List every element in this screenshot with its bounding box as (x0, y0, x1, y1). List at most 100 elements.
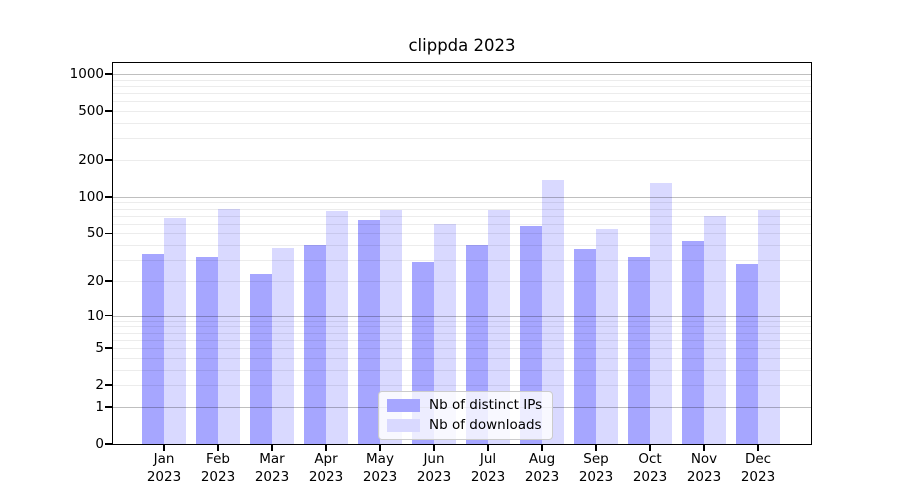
x-tick-label: Apr 2023 (308, 451, 344, 485)
gridline-minor (113, 79, 811, 81)
legend-item-distinct-ips: Nb of distinct IPs (387, 397, 542, 413)
y-tick-mark (105, 196, 112, 198)
x-tick-label: Mar 2023 (254, 451, 290, 485)
bar-downloads-jan-2023 (164, 218, 186, 444)
gridline-minor (113, 93, 811, 95)
gridline-minor (113, 245, 811, 247)
legend-swatch-distinct-ips (387, 398, 420, 412)
gridline-minor (113, 86, 811, 87)
x-tick-label: Feb 2023 (200, 451, 236, 485)
gridline-minor (113, 223, 811, 225)
x-tick-mark (271, 445, 273, 451)
x-tick-mark (433, 445, 435, 451)
bar-distinct-ips-apr-2023 (304, 245, 326, 444)
y-tick-label: 200 (78, 152, 104, 169)
gridline-minor (113, 138, 811, 140)
x-tick-mark (379, 445, 381, 451)
gridline-minor (113, 385, 811, 387)
y-tick-label: 500 (78, 103, 104, 120)
x-tick-mark (757, 445, 759, 451)
bar-downloads-nov-2023 (704, 215, 726, 444)
x-tick-mark (325, 445, 327, 451)
grid-layer (113, 63, 811, 444)
y-tick-mark (105, 314, 112, 317)
bar-downloads-jun-2023 (434, 223, 456, 444)
x-tick-mark (649, 445, 651, 451)
bar-distinct-ips-may-2023 (358, 219, 380, 444)
bar-downloads-may-2023 (380, 210, 402, 444)
gridline-minor (113, 339, 811, 341)
x-tick-mark (595, 445, 597, 451)
y-tick-mark (105, 280, 112, 282)
gridline-minor (113, 111, 811, 113)
bar-downloads-dec-2023 (758, 210, 780, 444)
x-tick-mark (703, 445, 705, 451)
y-tick-label: 5 (95, 340, 104, 357)
gridline-minor (113, 202, 811, 204)
gridline-minor (113, 101, 811, 103)
y-tick-mark (105, 110, 112, 112)
gridline-minor (113, 326, 811, 328)
gridline-minor (113, 357, 811, 359)
bar-distinct-ips-feb-2023 (196, 256, 218, 444)
y-tick-mark (105, 384, 112, 386)
gridline-minor (113, 280, 811, 282)
x-tick-label: Sep 2023 (578, 451, 614, 485)
x-tick-label: Jun 2023 (416, 451, 452, 485)
gridline-minor (113, 332, 811, 334)
x-tick-label: May 2023 (362, 451, 398, 485)
y-tick-mark (105, 406, 112, 408)
bar-downloads-oct-2023 (650, 182, 672, 444)
y-tick-mark (105, 73, 112, 75)
bar-distinct-ips-jan-2023 (142, 253, 164, 444)
gridline-minor (113, 260, 811, 262)
y-tick-label: 20 (86, 272, 104, 289)
x-tick-label: Nov 2023 (686, 451, 722, 485)
bar-downloads-sep-2023 (596, 229, 618, 444)
bar-downloads-mar-2023 (272, 247, 294, 444)
x-tick-mark (487, 445, 489, 451)
gridline-minor (113, 215, 811, 217)
bar-downloads-jul-2023 (488, 210, 510, 444)
y-tick-mark (105, 159, 112, 161)
gridline-major (113, 315, 811, 317)
plot-area (112, 62, 812, 445)
bar-distinct-ips-sep-2023 (574, 249, 596, 444)
x-tick-label: Jan 2023 (146, 451, 182, 485)
bar-distinct-ips-nov-2023 (682, 241, 704, 444)
legend-swatch-downloads (387, 418, 420, 432)
x-tick-mark (541, 445, 543, 451)
legend: Nb of distinct IPs Nb of downloads (378, 391, 554, 440)
x-tick-label: Dec 2023 (740, 451, 776, 485)
legend-item-downloads: Nb of downloads (387, 417, 542, 433)
y-tick-label: 100 (78, 188, 104, 205)
y-tick-mark (105, 347, 112, 349)
y-tick-mark (105, 232, 112, 235)
legend-label: Nb of downloads (429, 417, 542, 433)
x-tick-label: Aug 2023 (524, 451, 560, 485)
bar-downloads-feb-2023 (218, 208, 240, 444)
gridline-major (113, 74, 811, 76)
gridline-minor (113, 123, 811, 125)
y-tick-label: 50 (86, 225, 104, 242)
y-tick-label: 0 (95, 436, 104, 452)
bar-downloads-aug-2023 (542, 179, 564, 444)
bar-layer (113, 63, 811, 444)
gridline-minor (113, 208, 811, 210)
gridline-minor (113, 369, 811, 371)
legend-label: Nb of distinct IPs (429, 397, 543, 413)
y-tick-label: 1000 (69, 66, 104, 83)
gridline-minor (113, 320, 811, 322)
gridline-minor (113, 160, 811, 162)
chart-title: clippda 2023 (408, 36, 516, 55)
bar-distinct-ips-mar-2023 (250, 273, 272, 444)
gridline-minor (113, 348, 811, 350)
bar-distinct-ips-aug-2023 (520, 225, 542, 444)
y-tick-mark (105, 443, 112, 445)
bar-downloads-apr-2023 (326, 211, 348, 444)
x-tick-mark (217, 445, 219, 451)
y-tick-label: 2 (95, 377, 104, 394)
x-tick-label: Oct 2023 (632, 451, 668, 485)
x-tick-label: Jul 2023 (470, 451, 506, 485)
